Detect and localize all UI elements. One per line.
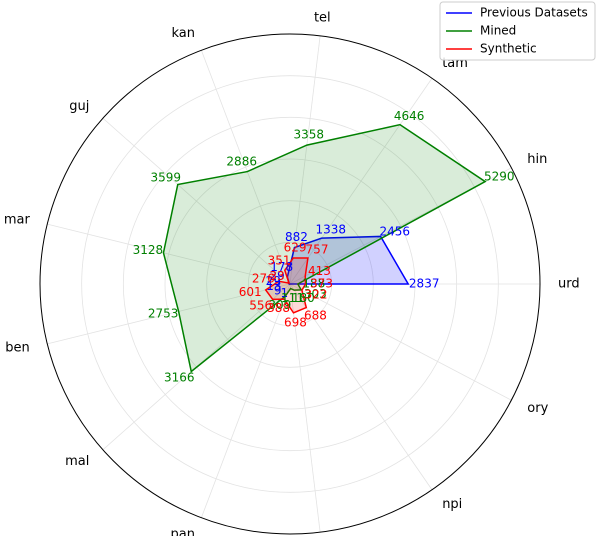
grid-spoke — [289, 283, 433, 490]
category-label: kan — [171, 26, 195, 41]
grid-spoke — [289, 35, 321, 285]
series-line — [162, 123, 487, 373]
data-label: 322 — [305, 287, 328, 301]
data-label: 757 — [306, 242, 329, 256]
data-label: 3128 — [133, 243, 164, 257]
data-label: 413 — [308, 264, 331, 278]
data-label: 388 — [267, 301, 290, 315]
data-label: 178 — [270, 260, 293, 274]
data-label: 3166 — [164, 371, 195, 385]
category-label: tel — [314, 11, 331, 26]
category-label: mar — [4, 212, 31, 227]
legend-label: Mined — [480, 24, 516, 38]
data-label: 33 — [269, 269, 284, 283]
category-label: ben — [5, 341, 30, 356]
data-label: 29 — [269, 269, 284, 283]
data-label: 629 — [284, 241, 307, 255]
radar-grid — [39, 33, 541, 535]
data-label: 1338 — [316, 222, 347, 236]
data-label: 601 — [239, 285, 262, 299]
grid-spoke — [200, 283, 291, 518]
data-label: 111 — [281, 291, 304, 305]
grid-spoke — [289, 283, 321, 533]
data-label: 2837 — [409, 277, 440, 291]
grid-spoke — [289, 78, 433, 285]
legend-box — [439, 1, 596, 61]
category-label: mal — [65, 454, 89, 469]
data-label: 5290 — [484, 169, 515, 183]
data-label: 1 — [280, 286, 288, 300]
legend-label: Synthetic — [480, 42, 537, 56]
category-labels: urdhintamtelkangujmarbenmalpanasmnpiory — [4, 11, 580, 536]
data-label: 29 — [266, 274, 281, 288]
category-label: npi — [442, 497, 462, 512]
category-label: pan — [171, 527, 195, 536]
data-label: 276 — [252, 271, 275, 285]
legend-label: Previous Datasets — [480, 6, 588, 20]
category-label: ory — [527, 401, 548, 416]
data-label: 2456 — [380, 224, 411, 238]
data-label: 2753 — [148, 306, 179, 320]
data-label: 188 — [302, 277, 325, 291]
value-labels: 2837245613388821782929139118852904646335… — [133, 109, 515, 385]
data-label: 4646 — [394, 109, 425, 123]
data-label: 688 — [304, 308, 327, 322]
series-fill — [287, 236, 409, 285]
data-label: 180 — [292, 291, 315, 305]
category-label: urd — [558, 277, 580, 292]
data-label: 13 — [266, 279, 281, 293]
series-line — [264, 257, 309, 314]
data-label: 2886 — [226, 155, 257, 169]
data-label: 373 — [310, 277, 333, 291]
grid-spoke — [47, 283, 291, 345]
category-label: hin — [527, 152, 547, 167]
outer-frame — [39, 33, 541, 535]
grid-spoke — [47, 223, 291, 285]
data-label: 3358 — [294, 128, 325, 142]
data-label: 698 — [284, 315, 307, 329]
data-label: 309 — [268, 298, 291, 312]
grid-spoke — [200, 50, 291, 285]
data-label: 556 — [249, 299, 272, 313]
grid-spoke — [289, 283, 512, 401]
category-label: guj — [69, 99, 89, 114]
series-fill — [163, 124, 486, 372]
data-label: 882 — [285, 230, 308, 244]
data-label: 351 — [268, 254, 291, 268]
data-label: 3599 — [151, 170, 182, 184]
legend: Previous Datasets Mined Synthetic — [439, 1, 596, 61]
grid-spoke — [102, 117, 291, 285]
data-label: 9 — [274, 283, 282, 297]
radar-series — [162, 123, 487, 373]
data-label: 303 — [304, 287, 327, 301]
